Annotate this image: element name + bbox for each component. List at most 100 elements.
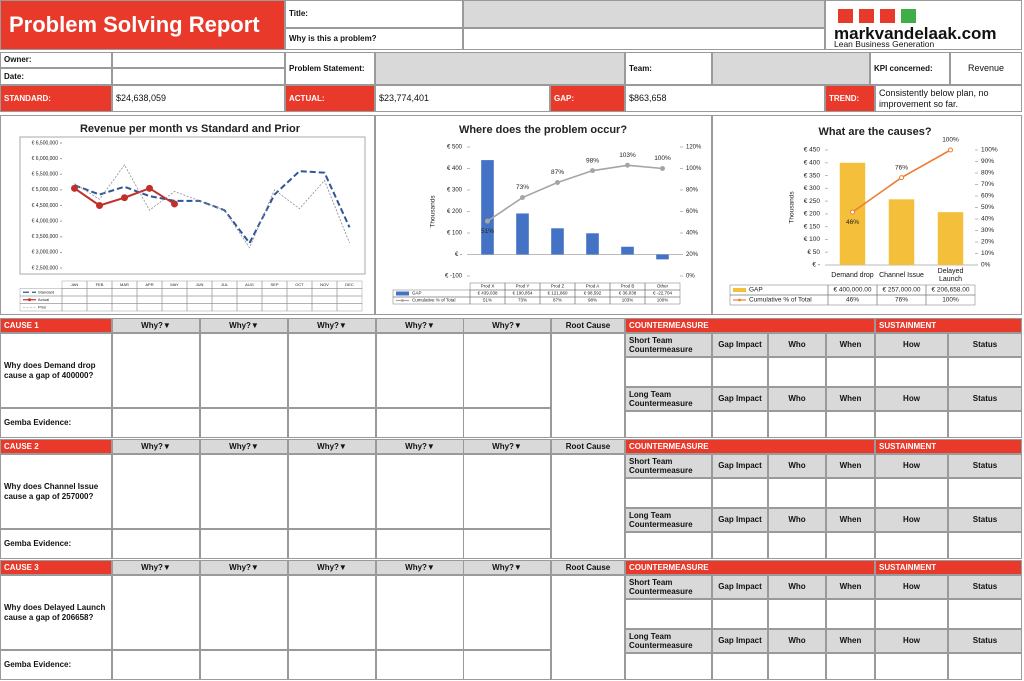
date-label: Date: bbox=[0, 68, 112, 85]
y-tick-label: € 400 bbox=[804, 159, 821, 166]
data-label: 103% bbox=[619, 152, 636, 159]
table-value: 98% bbox=[588, 298, 597, 303]
why-header: Why?▼ bbox=[463, 318, 551, 333]
data-point bbox=[171, 200, 178, 208]
report-title: Problem Solving Report bbox=[0, 0, 285, 50]
x-category-label: Demand drop bbox=[831, 271, 874, 279]
countermeasure-cell bbox=[948, 478, 1022, 508]
cause-label: CAUSE 2 bbox=[0, 439, 112, 454]
bar bbox=[481, 160, 494, 255]
why-cell bbox=[463, 454, 551, 529]
y2-tick-label: 80% bbox=[981, 170, 994, 177]
countermeasure-cell bbox=[826, 357, 875, 387]
countermeasure-cell bbox=[625, 653, 712, 680]
why-evidence-cell bbox=[112, 529, 200, 559]
y2-tick-label: 60% bbox=[686, 209, 699, 215]
y-tick-label: € 450 bbox=[804, 147, 821, 154]
column-header: How bbox=[875, 575, 948, 599]
why-header: Why?▼ bbox=[200, 439, 288, 454]
why-evidence-cell bbox=[200, 408, 288, 438]
y-axis-label: Thousands bbox=[430, 195, 437, 228]
x-category-label: OCT bbox=[295, 282, 304, 287]
countermeasure-type: Long Team Countermeasure bbox=[625, 629, 712, 653]
why-header: Why?▼ bbox=[288, 439, 376, 454]
table-value: € 190,854 bbox=[512, 291, 533, 296]
why-evidence-cell bbox=[200, 650, 288, 680]
why-value bbox=[463, 28, 825, 50]
chart-panel bbox=[712, 115, 1022, 315]
root-cause-cell bbox=[551, 575, 625, 680]
x-category-label: JAN bbox=[71, 282, 79, 287]
why-evidence-cell bbox=[376, 650, 464, 680]
logo-text: markvandelaak.com bbox=[834, 25, 997, 42]
countermeasure-cell bbox=[948, 599, 1022, 629]
data-point bbox=[590, 168, 595, 174]
why-evidence-cell bbox=[288, 408, 376, 438]
column-header: How bbox=[875, 387, 948, 411]
data-point bbox=[71, 184, 78, 192]
plot-frame bbox=[19, 136, 366, 275]
y-tick-label: € 200 bbox=[447, 209, 463, 215]
cause-question: Why does Channel Issue cause a gap of 25… bbox=[0, 454, 112, 529]
root-cause-cell bbox=[551, 454, 625, 559]
standard-value: $24,638,059 bbox=[112, 85, 285, 112]
countermeasure-cell bbox=[712, 599, 768, 629]
y-tick-label: € 5,000,000 bbox=[32, 187, 59, 193]
x-category-label: Prod X bbox=[481, 284, 495, 289]
y-tick-label: € 350 bbox=[804, 172, 821, 179]
countermeasure-cell bbox=[948, 357, 1022, 387]
y2-tick-label: 20% bbox=[686, 252, 699, 258]
column-header: Status bbox=[948, 575, 1022, 599]
countermeasure-cell bbox=[826, 599, 875, 629]
legend-marker bbox=[738, 298, 741, 302]
logo-box bbox=[825, 0, 1022, 50]
column-header: When bbox=[826, 454, 875, 478]
countermeasure-header: COUNTERMEASURE bbox=[625, 318, 875, 333]
table-value: € 439,038 bbox=[477, 291, 498, 296]
column-header: Status bbox=[948, 333, 1022, 357]
data-point bbox=[948, 147, 953, 153]
column-header: Gap Impact bbox=[712, 333, 768, 357]
table-cell bbox=[644, 296, 681, 305]
legend-label: Cumulative % of Total bbox=[749, 297, 812, 304]
countermeasure-cell bbox=[712, 357, 768, 387]
owner-label: Owner: bbox=[0, 52, 112, 68]
countermeasure-header: COUNTERMEASURE bbox=[625, 439, 875, 454]
data-label: 100% bbox=[942, 137, 959, 144]
y-tick-label: € -100 bbox=[445, 274, 463, 280]
countermeasure-header: COUNTERMEASURE bbox=[625, 560, 875, 575]
why-header: Why?▼ bbox=[112, 439, 200, 454]
data-point bbox=[146, 184, 153, 192]
y2-tick-label: 0% bbox=[686, 274, 695, 280]
y-tick-label: € 4,000,000 bbox=[32, 218, 59, 224]
y-tick-label: € 300 bbox=[447, 188, 463, 194]
x-category-label: Channel Issue bbox=[879, 271, 924, 279]
data-point bbox=[660, 166, 665, 171]
sustainment-header: SUSTAINMENT bbox=[875, 318, 1022, 333]
logo-square bbox=[880, 9, 895, 23]
series-line bbox=[74, 164, 350, 249]
y-tick-label: € 200 bbox=[804, 211, 821, 218]
x-category-label: NOV bbox=[320, 282, 329, 287]
column-header: When bbox=[826, 333, 875, 357]
root-cause-cell bbox=[551, 333, 625, 438]
table-value: 73% bbox=[518, 298, 527, 303]
y-tick-label: € 2,500,000 bbox=[32, 265, 59, 271]
team-value bbox=[712, 52, 870, 85]
gemba-label: Gemba Evidence: bbox=[0, 650, 112, 680]
x-category-label: DEC bbox=[345, 282, 354, 287]
why-cell bbox=[112, 333, 200, 408]
why-header: Why?▼ bbox=[288, 318, 376, 333]
column-header: Status bbox=[948, 629, 1022, 653]
data-point bbox=[485, 218, 490, 224]
why-cell bbox=[112, 454, 200, 529]
data-label: 98% bbox=[586, 157, 599, 164]
countermeasure-cell bbox=[875, 411, 948, 438]
countermeasure-cell bbox=[768, 357, 826, 387]
countermeasure-type: Short Team Countermeasure bbox=[625, 575, 712, 599]
why-cell bbox=[463, 333, 551, 408]
why-header: Why?▼ bbox=[288, 560, 376, 575]
team-label: Team: bbox=[625, 52, 712, 85]
countermeasure-cell bbox=[875, 532, 948, 559]
